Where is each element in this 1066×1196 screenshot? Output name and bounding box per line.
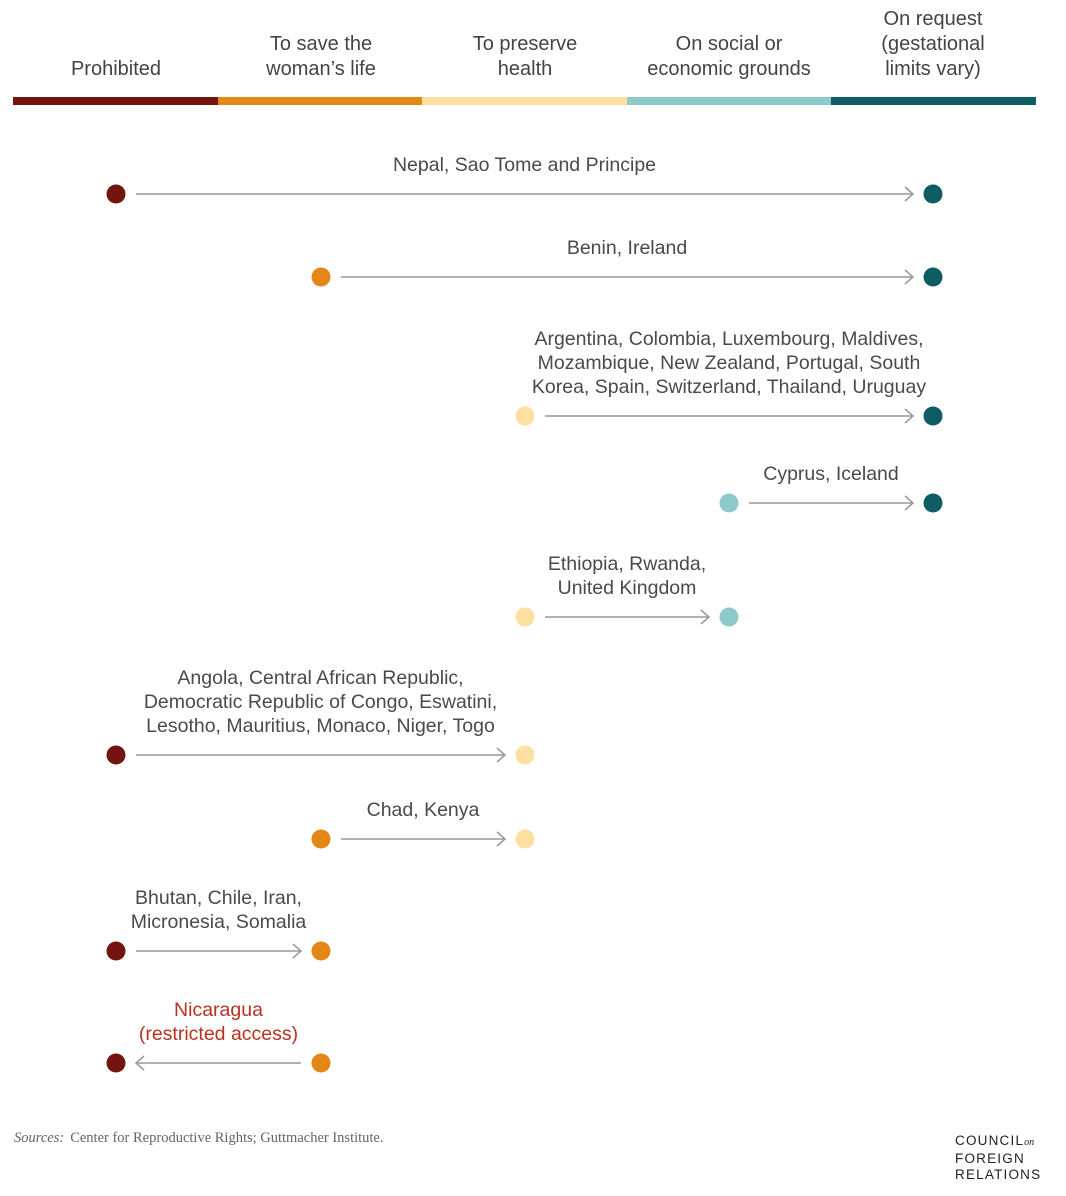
country-label-line: Korea, Spain, Switzerland, Thailand, Uru… [531,376,927,398]
country-label-line: United Kingdom [557,577,697,599]
country-label-line: Argentina, Colombia, Luxembourg, Maldive… [534,328,924,350]
country-group-label: Nicaragua (restricted access) [0,998,439,1046]
from-dot [311,267,331,287]
logo-word: on [1024,1137,1035,1148]
sources-note: Sources: Center for Reproductive Rights; … [14,1130,384,1147]
arrow-head-icon [904,408,915,424]
category-header-preserve_health: To preserve health [425,32,625,82]
category-header-line: To save the [269,33,373,55]
country-label-line: Benin, Ireland [566,237,688,259]
arrow-head-icon [496,831,507,847]
category-header-line: woman’s life [266,58,376,80]
country-group-label: Angola, Central African Republic, Democra… [101,666,541,738]
to-dot [515,745,535,765]
logo-word: COUNCIL [955,1133,1025,1148]
country-label-line: Nicaragua [174,999,263,1021]
logo-word: RELATIONS [955,1167,1042,1182]
category-bar-preserve_health [422,97,628,105]
country-label-line: Cyprus, Iceland [763,463,899,485]
to-dot [923,267,943,287]
from-dot [515,607,535,627]
to-dot [923,184,943,204]
country-group-label: Chad, Kenya [203,798,643,822]
country-label-line: Lesotho, Mauritius, Monaco, Niger, Togo [146,715,495,737]
from-dot [106,941,126,961]
from-dot [311,1053,331,1073]
category-bar-save_life [217,97,423,105]
country-group-label: Ethiopia, Rwanda, United Kingdom [407,552,847,600]
country-label-line: Mozambique, New Zealand, Portugal, South [537,352,921,374]
sources-text: Center for Reproductive Rights; Guttmach… [70,1130,384,1146]
to-dot [923,406,943,426]
country-group-label: Bhutan, Chile, Iran, Micronesia, Somalia [0,886,439,934]
transition-diagram [106,184,943,1073]
country-group-label: Argentina, Colombia, Luxembourg, Maldive… [509,327,949,399]
country-label-line: Bhutan, Chile, Iran, [135,887,302,909]
to-dot [923,493,943,513]
cfr-logo: COUNCILon FOREIGN RELATIONS [955,1133,1041,1183]
arrow-head-icon [904,495,915,511]
arrow-head-icon [134,1055,145,1071]
category-header-line: Prohibited [70,58,162,80]
country-group-label: Nepal, Sao Tome and Principe [305,153,745,177]
sources-label: Sources: [14,1130,65,1146]
to-dot [719,607,739,627]
category-header-line: On request [883,8,983,30]
to-dot [311,941,331,961]
from-dot [106,745,126,765]
category-header-line: To preserve [472,33,578,55]
category-bar-prohibited [13,97,218,105]
arrow-head-icon [292,943,303,959]
country-label-line: Angola, Central African Republic, [177,667,464,689]
category-header-on_request: On request (gestational limits vary) [833,7,1033,82]
category-bar-social_economic [626,97,832,105]
country-group-label: Benin, Ireland [407,236,847,260]
category-header-line: economic grounds [647,58,811,80]
to-dot [106,1053,126,1073]
country-label-line: (restricted access) [138,1023,299,1045]
country-label-line: Nepal, Sao Tome and Principe [392,154,657,176]
country-label-line: Chad, Kenya [366,799,480,821]
category-header-line: (gestational [881,33,985,55]
category-header-social_economic: On social or economic grounds [629,32,829,82]
country-label-line: Ethiopia, Rwanda, [547,553,707,575]
country-label-line: Democratic Republic of Congo, Eswatini, [143,691,498,713]
country-label-line: Micronesia, Somalia [130,911,307,933]
arrow-head-icon [904,186,915,202]
from-dot [106,184,126,204]
category-header-line: health [497,58,553,80]
country-group-label: Cyprus, Iceland [611,462,1051,486]
from-dot [719,493,739,513]
arrow-head-icon [700,609,711,625]
to-dot [515,829,535,849]
category-bar-on_request [831,97,1037,105]
from-dot [515,406,535,426]
category-header-prohibited: Prohibited [16,57,216,82]
category-header-save_life: To save the woman’s life [221,32,421,82]
arrow-head-icon [904,269,915,285]
logo-word: FOREIGN [955,1151,1025,1166]
category-header-line: limits vary) [885,58,981,80]
arrow-head-icon [496,747,507,763]
category-header-line: On social or [675,33,783,55]
from-dot [311,829,331,849]
